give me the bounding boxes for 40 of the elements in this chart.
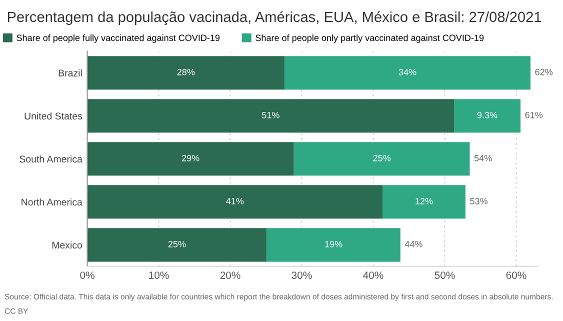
chart-title: Percentagem da população vacinada, Américas, EUA, México e Brasil: 27/08/2021 (8, 11, 542, 26)
bar (284, 56, 531, 90)
x-tick-label: 10% (149, 272, 169, 279)
data-label: 41% (226, 198, 244, 204)
total-label: 54% (474, 154, 492, 162)
total-label: 44% (404, 240, 422, 248)
x-tick-label: 30% (292, 272, 312, 279)
data-label: 9.3% (477, 112, 498, 118)
legend-label: Share of people only partly vaccinated against COVID-19 (256, 34, 484, 43)
x-tick-label: 60% (506, 272, 526, 279)
data-label: 19% (325, 240, 342, 248)
data-label: 34% (398, 68, 416, 76)
data-label: 12% (416, 198, 433, 204)
data-label: 25% (168, 240, 186, 248)
bar (87, 99, 454, 133)
data-label: 28% (177, 68, 195, 76)
data-label: 29% (182, 154, 200, 162)
total-label: 62% (535, 68, 553, 76)
total-label: 53% (470, 198, 488, 204)
x-tick-label: 20% (220, 272, 240, 279)
y-tick-label: Brazil (58, 69, 82, 76)
bar (294, 142, 470, 176)
bar (87, 228, 267, 262)
data-label: 51% (262, 112, 280, 118)
y-tick-label: North America (22, 198, 82, 206)
data-label: 25% (373, 154, 391, 162)
x-tick-label: 50% (434, 272, 455, 279)
y-tick-label: Mexico (52, 241, 82, 249)
y-tick-label: United States (24, 112, 82, 120)
bar (382, 185, 466, 219)
x-tick-label: 40% (363, 272, 384, 279)
bar (87, 56, 285, 90)
x-tick-label: 0% (80, 272, 94, 279)
bar (454, 99, 521, 133)
bar (87, 142, 294, 176)
bar (87, 185, 383, 219)
total-label: 61% (525, 112, 543, 118)
bar (266, 228, 400, 262)
y-tick-label: South America (20, 155, 82, 163)
legend-label: Share of people fully vaccinated against COVID-19 (16, 34, 220, 43)
